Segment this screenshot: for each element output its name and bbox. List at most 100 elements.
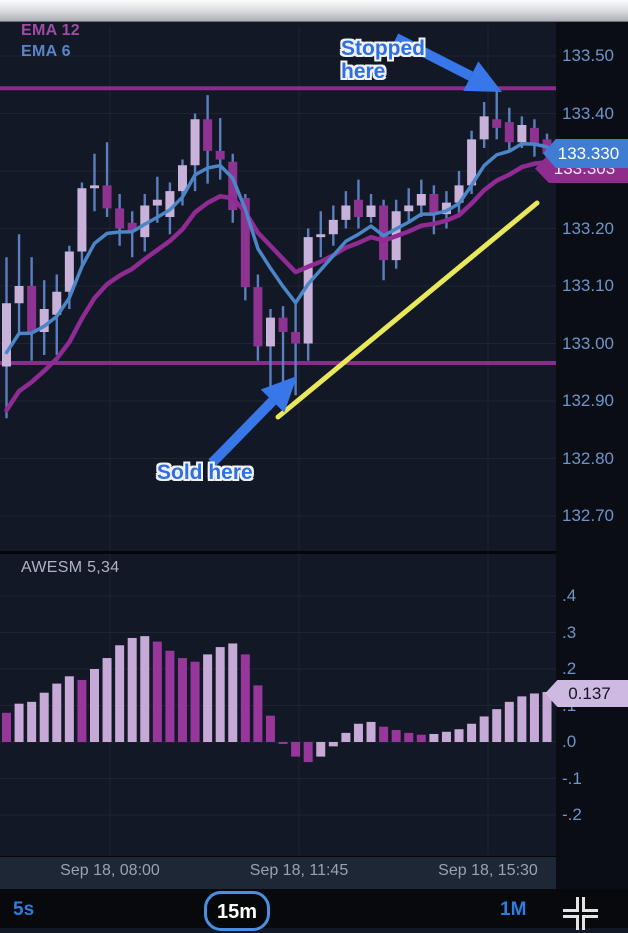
stopped-here-line2: here (341, 60, 386, 83)
histogram-bar (328, 742, 338, 747)
histogram-bar (391, 729, 401, 742)
candle-body (64, 251, 74, 292)
histogram-bar (77, 679, 87, 742)
histogram-bar (379, 726, 389, 742)
histogram-bar (14, 703, 24, 742)
collapse-corner-br (582, 915, 598, 930)
oscillator-tick-label: .3 (562, 622, 577, 642)
candle-body (203, 119, 213, 151)
oscillator-tick-label: -.1 (562, 768, 582, 788)
legend-ema12[interactable]: EMA 12 (21, 22, 81, 39)
candle-body (366, 205, 376, 217)
timeframe-min-label[interactable]: 5s (13, 899, 35, 920)
histogram-bar (2, 712, 11, 742)
histogram-bar (492, 709, 502, 742)
histogram-bar (177, 658, 187, 742)
candle-body (240, 198, 250, 288)
price-tick-label: 132.80 (562, 448, 614, 468)
histogram-bar (404, 732, 414, 742)
bottom-toolbar (0, 889, 628, 928)
candle-body (265, 317, 275, 347)
time-axis[interactable] (0, 856, 556, 890)
histogram-bar (341, 732, 351, 742)
candle-body (517, 125, 527, 143)
candle-body (404, 205, 414, 212)
candle-body (341, 205, 351, 220)
candle-body (379, 205, 389, 261)
histogram-bar (115, 645, 125, 742)
candle-body (115, 208, 125, 229)
panel-divider[interactable] (0, 551, 556, 554)
candle-body (492, 119, 502, 128)
collapse-icon[interactable] (563, 897, 599, 933)
candle-body (353, 199, 363, 217)
ema6-line (4, 141, 549, 355)
sold-here-line1: Sold here (157, 461, 253, 484)
candle-body (316, 234, 326, 238)
histogram-bar (215, 647, 225, 742)
price-tick-label: 133.10 (562, 276, 614, 295)
stopped-here-line1: Stopped (341, 37, 425, 60)
histogram-bar (64, 676, 74, 742)
oscillator-tick-label: .0 (562, 732, 577, 751)
trend-line[interactable] (275, 200, 540, 420)
histogram-bar (278, 742, 288, 744)
candle-body (2, 303, 11, 367)
histogram-bar (102, 658, 112, 742)
candle-body (89, 185, 99, 189)
candle-body (102, 185, 112, 209)
histogram-bar (303, 742, 313, 763)
histogram-bar (253, 685, 263, 742)
histogram-bar (89, 669, 99, 742)
candle-body (454, 185, 464, 203)
candle-body (215, 150, 225, 160)
histogram-bar (265, 715, 275, 742)
histogram-bar (542, 691, 552, 742)
histogram-bar (140, 636, 150, 742)
candle-body (165, 191, 175, 217)
candle-body (291, 332, 301, 344)
timeframe-max-label[interactable]: 1M (500, 899, 527, 920)
sold-arrow-head (260, 376, 297, 413)
legend-ema6[interactable]: EMA 6 (21, 43, 71, 60)
candle-body (190, 119, 200, 166)
oscillator-title[interactable]: AWESM 5,34 (21, 559, 120, 576)
candle-body (253, 287, 263, 347)
histogram-bar (479, 716, 489, 742)
collapse-corner-bl (563, 915, 579, 930)
last-price-badge: 133.330 (543, 139, 628, 168)
histogram-bar (228, 643, 238, 742)
price-tick-label: 133.00 (562, 333, 614, 353)
candle-body (504, 122, 514, 143)
candle-body (441, 202, 451, 215)
histogram-bar (27, 701, 37, 742)
price-tick-label: 132.70 (562, 506, 614, 525)
candle-body (140, 205, 150, 238)
histogram-bar (316, 742, 326, 757)
time-tick-label: Sep 18, 11:45 (249, 862, 349, 879)
histogram-bar (416, 734, 426, 742)
collapse-corner-tl (563, 897, 579, 912)
histogram-bar (441, 731, 451, 742)
timeframe-pill[interactable]: 15m (204, 891, 270, 931)
candle-body (479, 116, 489, 140)
candle-body (152, 199, 162, 206)
candle-body (467, 139, 477, 186)
histogram-bar (165, 650, 175, 742)
candle-body (529, 127, 539, 146)
candle-body (14, 286, 24, 304)
oscillator-tick-label: .2 (562, 659, 577, 678)
oscillator-tick-label: .4 (562, 586, 577, 605)
candle-body (303, 237, 313, 344)
candle-body (127, 222, 137, 232)
candle-body (416, 194, 426, 206)
candle-body (391, 211, 401, 261)
candle-body (328, 219, 338, 235)
sold-here-annotation[interactable]: Sold here (157, 461, 253, 484)
histogram-bar (504, 701, 514, 742)
oscillator-tick-label: -.2 (562, 805, 582, 824)
stopped-here-annotation[interactable]: Stopped here (341, 37, 425, 83)
price-tick-label: 133.40 (562, 103, 614, 123)
collapse-corner-tr (582, 897, 598, 912)
